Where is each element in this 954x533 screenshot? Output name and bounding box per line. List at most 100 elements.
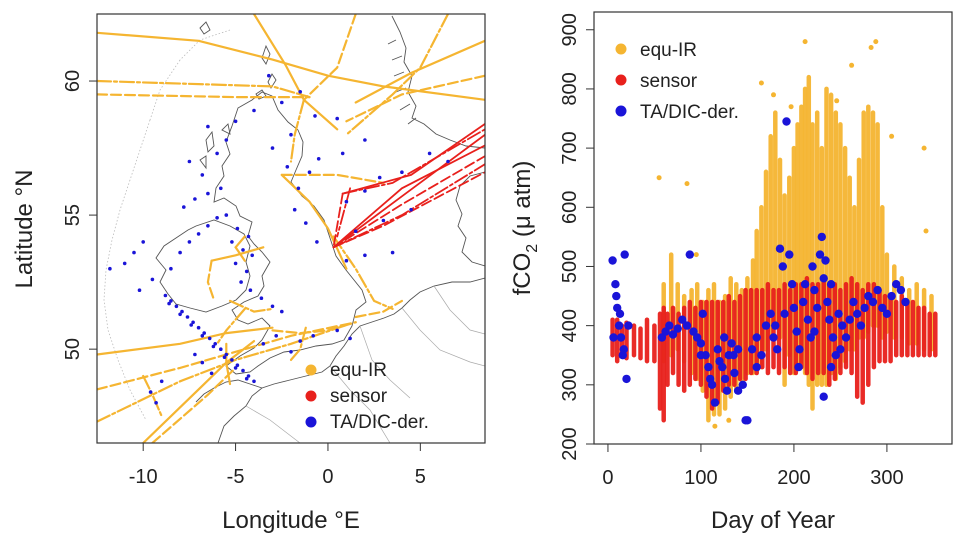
coastline-continent xyxy=(217,277,485,443)
map-axes: -10 -5 0 5 50 55 60 xyxy=(62,70,426,488)
fco2-point xyxy=(611,280,620,289)
map-point xyxy=(206,224,210,228)
fco2-point xyxy=(775,244,785,253)
map-y-tick-label: 60 xyxy=(62,70,84,92)
fco2-point xyxy=(665,321,674,330)
map-point xyxy=(174,304,179,309)
fco2-point xyxy=(782,117,791,126)
map-point xyxy=(259,296,264,301)
map-track xyxy=(97,321,357,391)
fco2-point xyxy=(608,256,617,265)
fco2-point xyxy=(794,362,803,372)
map-series-0 xyxy=(97,14,485,443)
map-x-axis-label: Longitude °E xyxy=(222,507,360,533)
coastline-islands xyxy=(199,44,277,170)
map-track xyxy=(271,321,357,335)
fco2-point xyxy=(838,321,847,330)
map-legend-marker xyxy=(305,416,317,428)
map-point xyxy=(377,175,382,180)
map-point xyxy=(196,232,201,236)
map-point xyxy=(381,218,386,223)
map-point xyxy=(311,334,316,338)
fco2-y-axis-label-main: fCO xyxy=(509,253,536,296)
fco2-point xyxy=(825,315,834,324)
map-point xyxy=(270,304,275,309)
map-point xyxy=(241,368,245,373)
fco2-legend-label: TA/DIC-der. xyxy=(640,102,739,123)
map-point xyxy=(163,293,168,298)
map-point xyxy=(235,226,240,231)
fco2-point xyxy=(771,92,776,98)
fco2-point xyxy=(799,297,808,307)
map-series xyxy=(97,14,485,443)
map-coastlines xyxy=(103,15,485,443)
fco2-point xyxy=(787,280,797,289)
fco2-point xyxy=(684,181,690,187)
map-track xyxy=(354,39,485,104)
map-point xyxy=(169,299,173,303)
map-point xyxy=(148,390,153,394)
fco2-x-axis-label: Day of Year xyxy=(711,507,835,533)
map-track xyxy=(354,299,403,319)
fco2-point xyxy=(773,345,782,354)
fco2-point xyxy=(856,321,866,330)
map-track xyxy=(97,326,274,356)
map-point xyxy=(207,336,212,341)
map-track xyxy=(97,93,311,99)
map-point xyxy=(292,207,297,212)
map-point xyxy=(200,173,205,177)
coastline-ireland xyxy=(155,219,251,313)
fco2-y-tick-label: 700 xyxy=(559,131,581,164)
fco2-point xyxy=(868,297,878,307)
fco2-point xyxy=(889,133,895,139)
map-frame xyxy=(96,13,486,444)
map-point xyxy=(235,363,240,368)
map-track xyxy=(206,259,215,300)
map-point xyxy=(233,261,238,266)
fco2-panel: 0 100 200 300 200 300 400 500 600 700 800 900 Day o… xyxy=(509,11,953,533)
fco2-point xyxy=(778,262,787,271)
fco2-point xyxy=(819,274,828,283)
map-point xyxy=(280,309,284,314)
map-point xyxy=(196,325,201,330)
map-point xyxy=(233,366,238,370)
fco2-point xyxy=(821,256,830,265)
map-point xyxy=(159,379,164,384)
map-track xyxy=(216,307,246,345)
fco2-point xyxy=(624,321,633,330)
fco2-point xyxy=(707,380,717,389)
map-point xyxy=(298,90,303,94)
fco2-point xyxy=(892,280,901,289)
map-point xyxy=(307,170,312,174)
map-point xyxy=(200,334,205,338)
fco2-point xyxy=(722,386,732,395)
fco2-point xyxy=(810,327,819,336)
map-point xyxy=(187,240,192,244)
map-point xyxy=(200,360,205,365)
map-track xyxy=(97,323,348,423)
fco2-point xyxy=(766,309,775,318)
fco2-point xyxy=(761,321,771,330)
fco2-point xyxy=(616,333,626,342)
coastline-denmark xyxy=(455,171,485,267)
coastline-norway xyxy=(391,15,485,149)
map-track xyxy=(341,123,485,195)
fco2-point xyxy=(882,309,892,318)
map-legend-label: sensor xyxy=(330,386,388,407)
map-point xyxy=(363,138,367,142)
map-x-tick-label: -5 xyxy=(227,466,245,488)
fco2-point xyxy=(620,250,629,259)
map-point xyxy=(400,170,404,174)
map-track xyxy=(345,74,485,123)
fco2-point xyxy=(752,362,761,372)
map-point xyxy=(230,240,234,244)
map-point xyxy=(353,229,358,233)
fco2-point xyxy=(792,327,801,336)
fco2-x-tick-label: 0 xyxy=(602,467,613,489)
fco2-point xyxy=(860,303,869,313)
fco2-point xyxy=(612,291,621,301)
map-point xyxy=(154,401,158,405)
map-y-tick-label: 55 xyxy=(62,204,84,226)
map-point xyxy=(363,253,367,258)
fco2-point xyxy=(673,324,682,333)
